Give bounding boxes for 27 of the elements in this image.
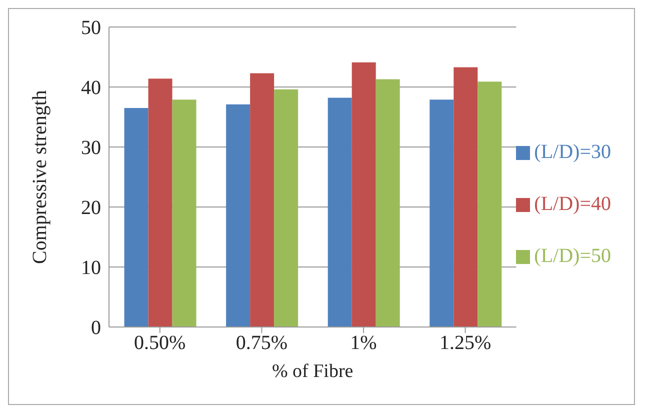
x-tick-label: 0.75% <box>236 332 288 354</box>
x-axis-title: % of Fibre <box>272 361 354 382</box>
bar <box>172 100 196 327</box>
y-tick-label: 20 <box>81 197 101 220</box>
y-tick-label: 30 <box>81 137 101 160</box>
x-tick-label: 1% <box>350 332 377 354</box>
bar <box>352 62 376 327</box>
bar <box>454 67 478 327</box>
legend-label: (L/D)=40 <box>534 193 611 215</box>
bar <box>430 100 454 327</box>
bar <box>328 98 352 327</box>
x-tick-label: 0.50% <box>134 332 186 354</box>
bar <box>274 89 298 327</box>
bar <box>478 82 502 327</box>
y-tick-label: 0 <box>91 317 101 340</box>
bar <box>376 79 400 327</box>
y-tick-label: 40 <box>81 77 101 100</box>
x-tick-label: 1.25% <box>439 332 492 354</box>
bar <box>124 108 148 327</box>
legend-label: (L/D)=50 <box>534 245 611 267</box>
bar <box>148 78 172 327</box>
y-tick-label: 10 <box>81 257 101 280</box>
y-axis-title: Compressive strength <box>29 90 52 264</box>
bar <box>226 104 250 327</box>
bar <box>250 73 274 327</box>
legend-label: (L/D)=30 <box>534 141 611 163</box>
y-tick-label: 50 <box>81 17 101 40</box>
